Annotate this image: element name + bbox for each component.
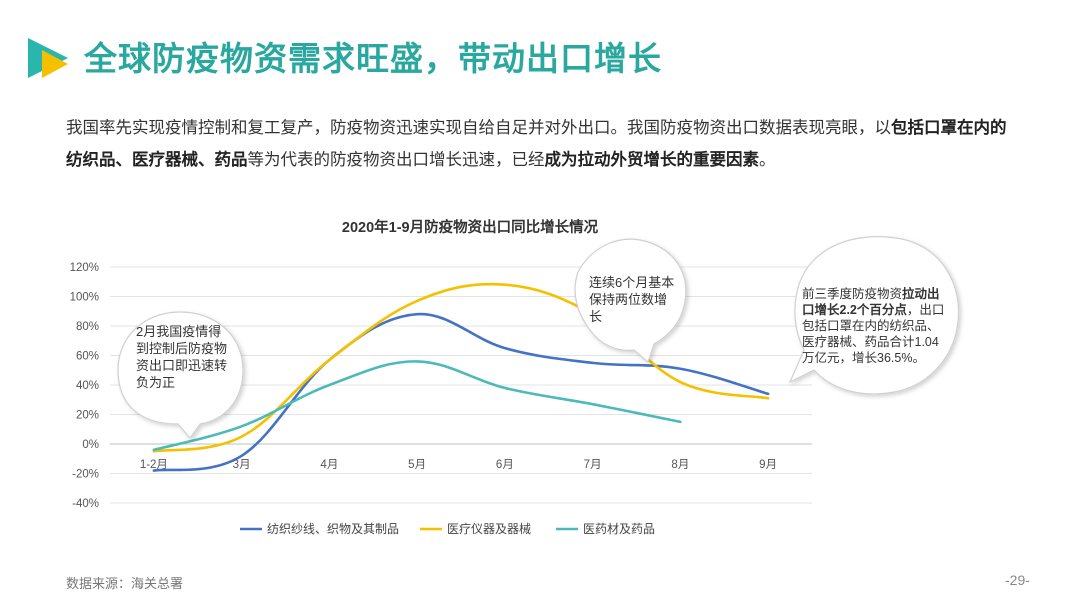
callout-bubble-2: [574, 238, 687, 364]
chart-title: 2020年1-9月防疫物资出口同比增长情况: [342, 218, 599, 236]
callout-bubble-3: [788, 236, 960, 395]
data-source: 数据来源：海关总署: [66, 576, 184, 591]
callout-1-segment: 2月我国疫情得到控制后防疫物资出口即迅速转负为正: [136, 324, 228, 390]
callout-text-2: 连续6个月基本保持两位数增长: [589, 274, 677, 325]
y-tick-label: 20%: [76, 410, 99, 422]
page-title: 全球防疫物资需求旺盛，带动出口增长: [84, 40, 662, 77]
callout-text-1: 2月我国疫情得到控制后防疫物资出口即迅速转负为正: [136, 323, 232, 391]
callout-3-segment: 拉动出口增长2.2个百分点: [802, 287, 940, 317]
callout-3-segment: 前三季度防疫物资: [802, 287, 903, 301]
y-tick-label: 100%: [70, 292, 99, 304]
x-tick-label: 6月: [496, 459, 514, 471]
legend-label: 纺织纱线、织物及其制品: [267, 522, 399, 536]
callout-text-3: 前三季度防疫物资拉动出口增长2.2个百分点，出口包括口罩在内的纺织品、医疗器械、…: [802, 286, 946, 366]
y-tick-label: 60%: [76, 351, 99, 363]
intro-segment: 我国率先实现疫情控制和复工复产，防疫物资迅速实现自给自足并对外出口。我国防疫物资…: [66, 119, 891, 137]
callout-3-segment: ，出口包括口罩在内的纺织品、医疗器械、药品合计1.04万亿元，增长36.5%。: [802, 303, 945, 365]
y-tick-label: 120%: [70, 262, 99, 274]
intro-paragraph: 我国率先实现疫情控制和复工复产，防疫物资迅速实现自给自足并对外出口。我国防疫物资…: [66, 112, 1016, 176]
x-tick-label: 5月: [408, 459, 426, 471]
y-tick-label: -20%: [72, 469, 99, 481]
y-tick-label: -40%: [72, 498, 99, 510]
series-line-2: [152, 282, 770, 453]
intro-segment: 包括口罩在内的纺织品、医疗器械、药品: [66, 119, 1007, 169]
series-line-1: [152, 312, 770, 472]
series-line-3: [152, 360, 682, 452]
x-tick-label: 8月: [671, 459, 689, 471]
play-logo-icon: [28, 38, 68, 78]
x-tick-label: 3月: [233, 459, 251, 471]
y-tick-label: 80%: [76, 321, 99, 333]
x-tick-label: 4月: [320, 459, 338, 471]
y-tick-label: 40%: [76, 380, 99, 392]
callout-bubble-1: [117, 311, 244, 439]
y-tick-label: 0%: [82, 439, 99, 451]
legend-label: 医疗仪器及器械: [447, 521, 531, 536]
intro-segment: 成为拉动外贸增长的重要因素: [544, 151, 760, 169]
x-tick-label: 1-2月: [140, 459, 168, 471]
intro-segment: 。: [759, 151, 776, 169]
x-tick-label: 9月: [759, 459, 777, 471]
page-number: -29-: [1005, 572, 1030, 588]
x-tick-label: 7月: [584, 459, 602, 471]
callout-2-segment: 连续6个月基本保持两位数增长: [589, 275, 675, 324]
legend-label: 医药材及药品: [583, 522, 655, 536]
intro-segment: 等为代表的防疫物资出口增长迅速，已经: [247, 151, 545, 169]
